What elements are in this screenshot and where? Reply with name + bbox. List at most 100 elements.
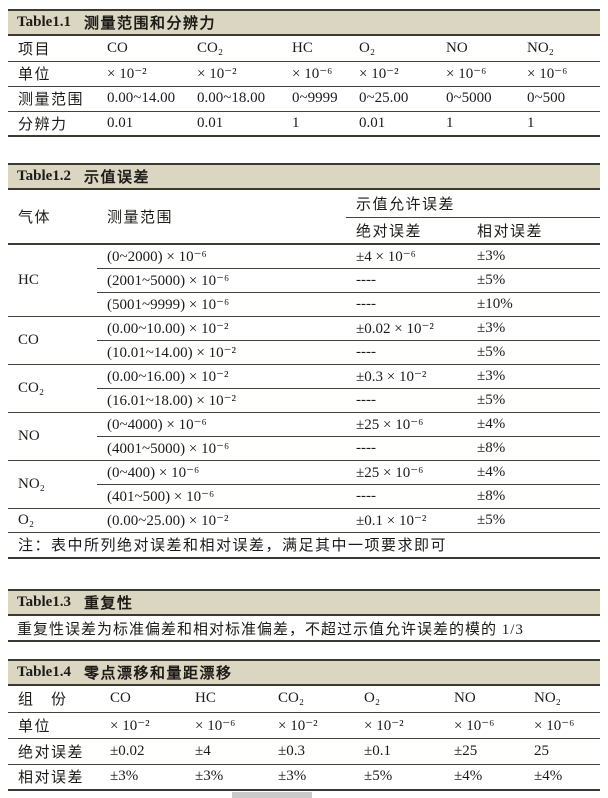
table-1-4-section: Table1.4 零点漂移和量距漂移 组 份 CO HC CO₂ O₂ NO N… [8,659,600,791]
cell: (401~500) × 10⁻⁶ [97,484,346,509]
table-header-row: 绝对误差 相对误差 [8,217,601,245]
cell: ±4 × 10⁻⁶ [346,244,467,269]
row-label: 单位 [8,712,100,739]
cell: (0~4000) × 10⁻⁶ [97,412,346,437]
table-row: (5001~9999) × 10⁻⁶ ---- ±10% [8,292,601,317]
cell: 0.01 [97,111,187,137]
table-1-4-title: Table1.4 [17,664,72,680]
cell: 0.01 [349,111,436,137]
table-1-4-title-band: Table1.4 零点漂移和量距漂移 [8,659,600,686]
table-row: 相对误差 ±3% ±3% ±3% ±5% ±4% ±4% [8,764,600,791]
cell: (0~2000) × 10⁻⁶ [97,244,346,269]
cell: ±3% [268,764,354,791]
cell: × 10⁻⁶ [185,712,268,739]
cell: 0~500 [517,86,600,112]
gas-label: NO [8,412,97,461]
cell: 0~9999 [282,86,349,112]
table-1-3-content: 重复性误差为标准偏差和相对标准偏差，不超过示值允许误差的模的 1/3 [8,616,600,642]
cell: ±5% [467,508,601,533]
cell: ---- [346,292,467,317]
table-1-4: 组 份 CO HC CO₂ O₂ NO NO₂ 单位 × 10⁻² × 10⁻⁶… [8,686,600,791]
column-header: O₂ [354,686,444,713]
gas-label: HC [8,244,97,317]
gas-label: CO [8,316,97,365]
cell: ±25 [444,738,524,765]
table-row: (401~500) × 10⁻⁶ ---- ±8% [8,484,601,509]
table-1-1-title-band: Table1.1 测量范围和分辨力 [8,9,600,36]
table-row: CO₂ (0.00~16.00) × 10⁻² ±0.3 × 10⁻² ±3% [8,364,601,413]
row-label: 测量范围 [8,86,97,112]
table-row: (10.01~14.00) × 10⁻² ---- ±5% [8,340,601,365]
column-header: 项目 [8,36,97,62]
table-row: 项目 CO CO₂ HC O₂ NO NO₂ [8,36,600,62]
cell: 0.00~18.00 [187,86,282,112]
cell: (0.00~16.00) × 10⁻² [97,364,346,389]
cell: ---- [346,340,467,365]
column-header: CO [97,36,187,62]
cell: × 10⁻² [268,712,354,739]
table-1-3-subtitle: 重复性 [84,596,134,612]
cell: ±3% [185,764,268,791]
column-header-relative-error: 相对误差 [467,217,601,245]
cell: ±0.3 [268,738,354,765]
cell: × 10⁻² [187,61,282,87]
row-label: 分辨力 [8,111,97,137]
column-header: NO₂ [524,686,600,713]
cell: ±8% [467,484,601,509]
cell: ±3% [467,316,601,341]
cell: ±4% [444,764,524,791]
cell: × 10⁻⁶ [282,61,349,87]
cell: ---- [346,436,467,461]
table-1-2-title-band: Table1.2 示值误差 [8,163,600,190]
column-header: NO₂ [517,36,600,62]
table-1-1: 项目 CO CO₂ HC O₂ NO NO₂ 单位 × 10⁻² × 10⁻² … [8,36,600,137]
cell: (5001~9999) × 10⁻⁶ [97,292,346,317]
table-row: (2001~5000) × 10⁻⁶ ---- ±5% [8,268,601,293]
cell: ---- [346,388,467,413]
cell: × 10⁻⁶ [524,712,600,739]
cell: 0~5000 [436,86,517,112]
cell: ±25 × 10⁻⁶ [346,460,467,485]
cell: × 10⁻⁶ [444,712,524,739]
column-header: HC [282,36,349,62]
cell: ---- [346,268,467,293]
column-header: O₂ [349,36,436,62]
column-header: CO₂ [187,36,282,62]
table-row: NO₂ (0~400) × 10⁻⁶ ±25 × 10⁻⁶ ±4% [8,460,601,509]
table-row: 组 份 CO HC CO₂ O₂ NO NO₂ [8,686,600,713]
cell: ±3% [467,244,601,269]
cell: 0.01 [187,111,282,137]
cell: 1 [282,111,349,137]
table-row: NO (0~4000) × 10⁻⁶ ±25 × 10⁻⁶ ±4% [8,412,601,461]
cell: ±0.3 × 10⁻² [346,364,467,389]
cell: × 10⁻² [349,61,436,87]
row-label: 单位 [8,61,97,87]
cell: (0.00~25.00) × 10⁻² [97,508,346,533]
cell: ±8% [467,436,601,461]
column-header: NO [444,686,524,713]
column-header-absolute-error: 绝对误差 [346,217,467,245]
table-1-3-title: Table1.3 [17,594,72,610]
table-1-2-section: Table1.2 示值误差 气体 测量范围 示值允许误差 绝对误差 相对误差 [8,163,601,559]
cell: (0~400) × 10⁻⁶ [97,460,346,485]
table-row: O₂ (0.00~25.00) × 10⁻² ±0.1 × 10⁻² ±5% [8,508,601,533]
table-row: HC (0~2000) × 10⁻⁶ ±4 × 10⁻⁶ ±3% [8,244,601,317]
gas-label: NO₂ [8,460,97,509]
cell: ±5% [467,388,601,413]
cell: × 10⁻² [354,712,444,739]
cell: ±10% [467,292,601,317]
table-row: 绝对误差 ±0.02 ±4 ±0.3 ±0.1 ±25 25 [8,738,600,765]
cell: ±0.02 × 10⁻² [346,316,467,341]
table-row: 单位 × 10⁻² × 10⁻² × 10⁻⁶ × 10⁻² × 10⁻⁶ × … [8,61,600,87]
table-1-1-subtitle: 测量范围和分辨力 [84,16,217,32]
cell: (4001~5000) × 10⁻⁶ [97,436,346,461]
table-note-row: 注：表中所列绝对误差和相对误差，满足其中一项要求即可 [8,532,601,559]
row-label: 相对误差 [8,764,100,791]
table-1-2-title: Table1.2 [17,168,72,184]
column-header: NO [436,36,517,62]
cell: ±5% [354,764,444,791]
cell: × 10⁻⁶ [517,61,600,87]
cell: 0~25.00 [349,86,436,112]
table-header-row: 气体 测量范围 示值允许误差 [8,190,601,245]
cell: (0.00~10.00) × 10⁻² [97,316,346,341]
